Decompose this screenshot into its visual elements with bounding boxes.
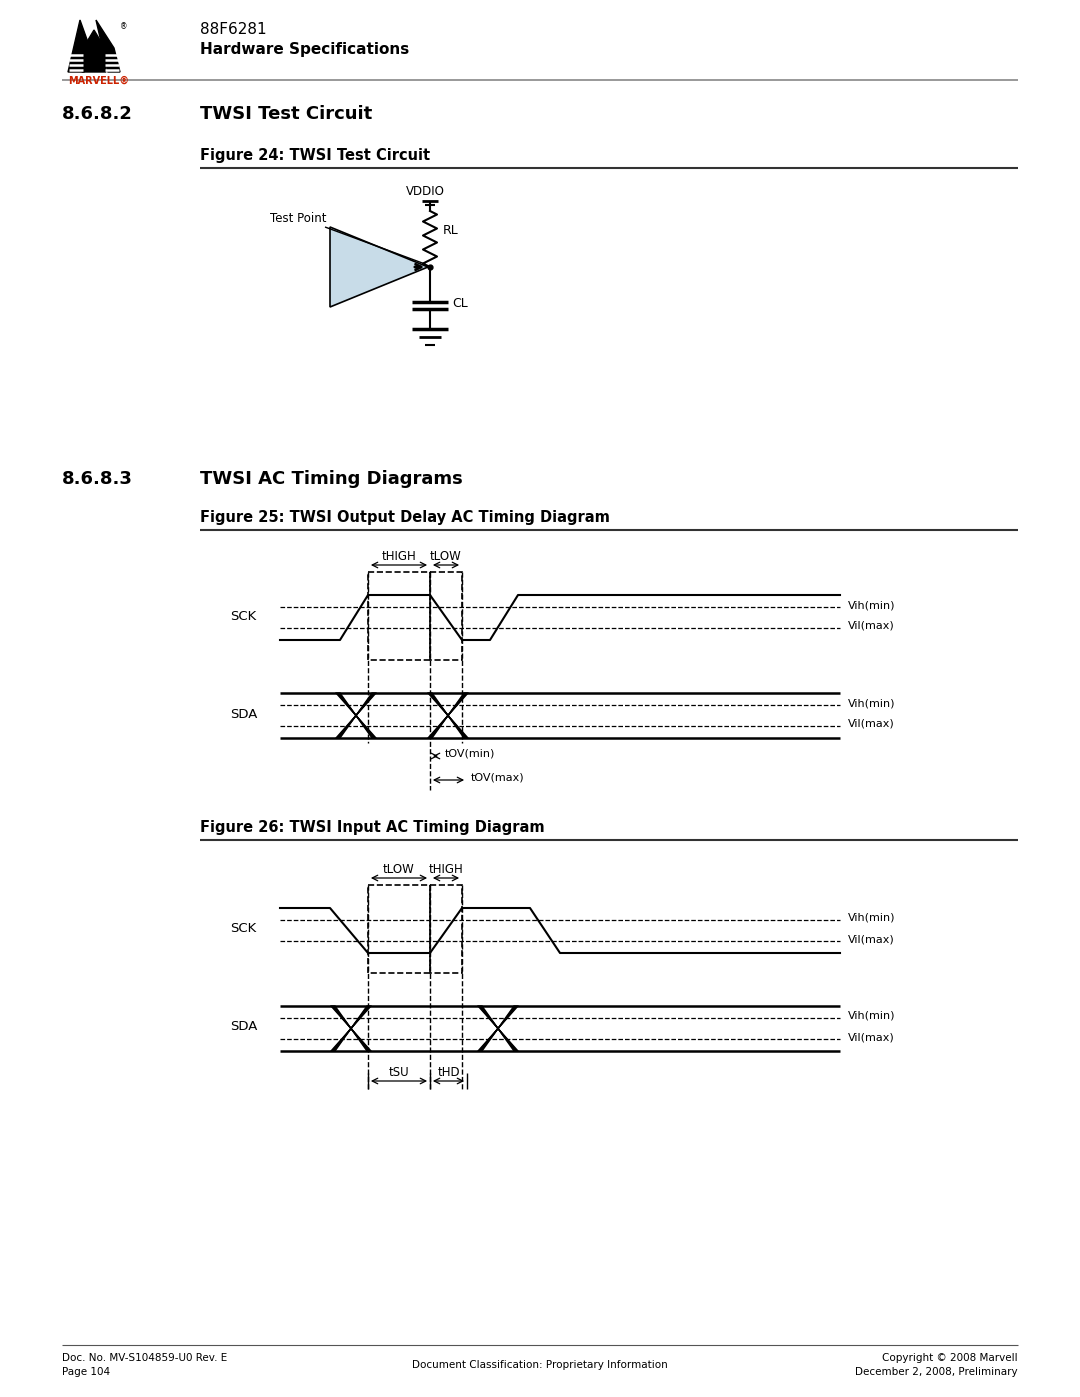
Text: tHIGH: tHIGH [429, 863, 463, 876]
Text: RL: RL [443, 225, 459, 237]
Text: Copyright © 2008 Marvell: Copyright © 2008 Marvell [882, 1354, 1018, 1363]
Text: tSU: tSU [389, 1066, 409, 1078]
Text: SDA: SDA [230, 1020, 257, 1034]
Polygon shape [82, 29, 106, 73]
Text: 88F6281: 88F6281 [200, 22, 267, 36]
Bar [430, 571, 462, 659]
Text: SCK: SCK [230, 609, 256, 623]
Polygon shape [330, 226, 428, 307]
Text: SDA: SDA [230, 707, 257, 721]
Text: TWSI Test Circuit: TWSI Test Circuit [200, 105, 373, 123]
Text: SCK: SCK [230, 922, 256, 936]
Text: tOV(max): tOV(max) [471, 773, 525, 782]
Text: Page 104: Page 104 [62, 1368, 110, 1377]
Text: tOV(min): tOV(min) [445, 749, 496, 759]
Text: Vih(min): Vih(min) [848, 1011, 895, 1021]
Text: Hardware Specifications: Hardware Specifications [200, 42, 409, 57]
Text: VDDIO: VDDIO [406, 184, 445, 198]
Text: CL: CL [453, 298, 468, 310]
Text: Vil(max): Vil(max) [848, 935, 894, 944]
Text: December 2, 2008, Preliminary: December 2, 2008, Preliminary [855, 1368, 1018, 1377]
Text: tLOW: tLOW [383, 863, 415, 876]
Text: Vil(max): Vil(max) [848, 1032, 894, 1042]
Text: 8.6.8.3: 8.6.8.3 [62, 469, 133, 488]
Text: Doc. No. MV-S104859-U0 Rev. E: Doc. No. MV-S104859-U0 Rev. E [62, 1354, 227, 1363]
Text: Test Point: Test Point [270, 212, 326, 225]
Text: Vil(max): Vil(max) [848, 622, 894, 631]
Text: tHD: tHD [437, 1066, 460, 1078]
Text: MARVELL®: MARVELL® [68, 75, 130, 87]
Polygon shape [96, 20, 120, 73]
Text: Vil(max): Vil(max) [848, 719, 894, 729]
Text: Figure 25: TWSI Output Delay AC Timing Diagram: Figure 25: TWSI Output Delay AC Timing D… [200, 510, 610, 525]
Text: ®: ® [120, 22, 127, 31]
Text: 8.6.8.2: 8.6.8.2 [62, 105, 133, 123]
Text: tLOW: tLOW [430, 550, 462, 563]
Bar [368, 571, 430, 659]
Polygon shape [68, 20, 90, 73]
Bar [430, 886, 462, 972]
Text: Vih(min): Vih(min) [848, 914, 895, 923]
Text: tHIGH: tHIGH [381, 550, 417, 563]
Text: Figure 26: TWSI Input AC Timing Diagram: Figure 26: TWSI Input AC Timing Diagram [200, 820, 544, 835]
Text: Figure 24: TWSI Test Circuit: Figure 24: TWSI Test Circuit [200, 148, 430, 163]
Text: Document Classification: Proprietary Information: Document Classification: Proprietary Inf… [413, 1361, 667, 1370]
Text: Vih(min): Vih(min) [848, 698, 895, 708]
Text: Vih(min): Vih(min) [848, 599, 895, 610]
Text: TWSI AC Timing Diagrams: TWSI AC Timing Diagrams [200, 469, 462, 488]
Bar [368, 886, 430, 972]
